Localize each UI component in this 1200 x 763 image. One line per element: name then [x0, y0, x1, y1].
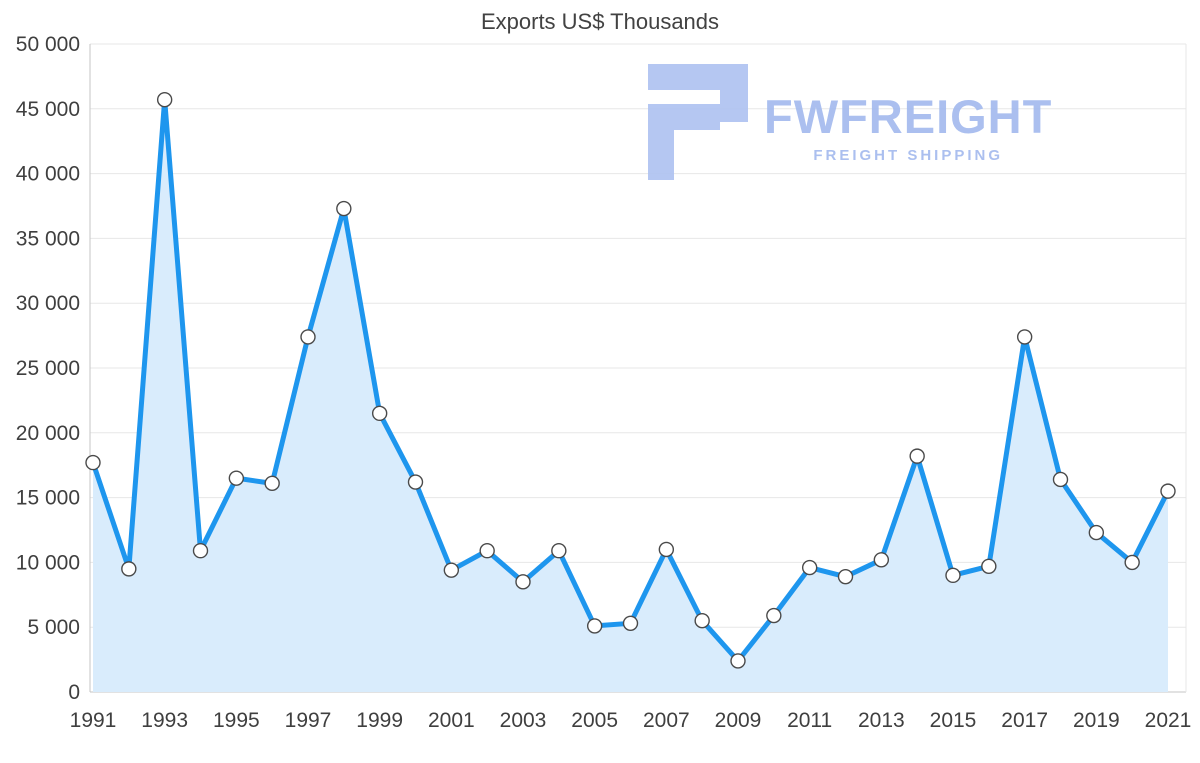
y-tick-label: 40 000 [16, 163, 80, 186]
y-tick-label: 25 000 [16, 357, 80, 380]
x-tick-label: 2013 [858, 709, 905, 732]
data-point-marker[interactable] [622, 615, 639, 632]
data-point-marker[interactable] [1052, 471, 1069, 488]
data-point-marker[interactable] [694, 613, 710, 629]
y-tick-label: 10 000 [16, 551, 80, 574]
data-point-marker[interactable] [1160, 483, 1176, 499]
chart-title: Exports US$ Thousands [480, 9, 720, 34]
x-tick-label: 1995 [213, 709, 260, 732]
data-point-marker[interactable] [85, 454, 101, 471]
data-point-marker[interactable] [586, 618, 603, 634]
y-tick-label: 30 000 [16, 292, 80, 315]
area-fill [93, 99, 1168, 692]
y-tick-label: 20 000 [16, 422, 80, 445]
x-tick-label: 2011 [787, 709, 832, 732]
data-point-marker[interactable] [479, 543, 495, 559]
data-point-marker[interactable] [945, 567, 961, 584]
data-point-marker[interactable] [873, 552, 890, 568]
data-point-marker[interactable] [801, 559, 818, 576]
data-point-marker[interactable] [443, 562, 460, 578]
x-tick-label: 2005 [571, 709, 618, 732]
y-tick-label: 50 000 [16, 33, 80, 56]
x-tick-label: 2021 [1145, 709, 1192, 732]
x-tick-label: 2009 [715, 709, 762, 732]
y-tick-label: 35 000 [16, 227, 80, 250]
x-tick-label: 1997 [285, 709, 332, 732]
data-point-marker[interactable] [551, 543, 567, 559]
data-point-marker[interactable] [407, 474, 424, 490]
x-tick-label: 1993 [141, 709, 188, 732]
data-point-marker[interactable] [1124, 554, 1140, 571]
data-point-marker[interactable] [336, 200, 352, 217]
data-point-marker[interactable] [981, 558, 997, 574]
y-tick-label: 5 000 [27, 616, 80, 639]
data-point-marker[interactable] [300, 329, 316, 345]
x-tick-label: 2003 [500, 709, 547, 732]
data-point-marker[interactable] [156, 92, 173, 108]
x-tick-label: 2017 [1001, 709, 1048, 732]
data-point-marker[interactable] [909, 448, 925, 464]
y-tick-label: 45 000 [16, 98, 80, 121]
data-point-marker[interactable] [766, 607, 782, 624]
data-point-marker[interactable] [730, 653, 746, 669]
data-point-marker[interactable] [1016, 329, 1033, 345]
data-point-marker[interactable] [658, 541, 675, 558]
data-point-marker[interactable] [121, 561, 137, 577]
data-point-marker[interactable] [1088, 524, 1105, 541]
x-tick-label: 2007 [643, 709, 690, 732]
y-tick-label: 15 000 [16, 487, 80, 510]
data-point-marker[interactable] [264, 475, 280, 492]
x-tick-label: 1991 [70, 709, 117, 732]
data-point-marker[interactable] [371, 405, 388, 422]
x-tick-label: 2019 [1073, 709, 1120, 732]
x-tick-label: 2015 [930, 709, 977, 732]
data-point-marker[interactable] [515, 574, 531, 590]
x-tick-label: 2001 [428, 709, 475, 732]
data-point-marker[interactable] [837, 568, 854, 585]
x-tick-label: 1999 [356, 709, 403, 732]
data-point-marker[interactable] [228, 470, 245, 486]
y-tick-label: 0 [68, 681, 80, 704]
data-point-marker[interactable] [192, 543, 209, 559]
